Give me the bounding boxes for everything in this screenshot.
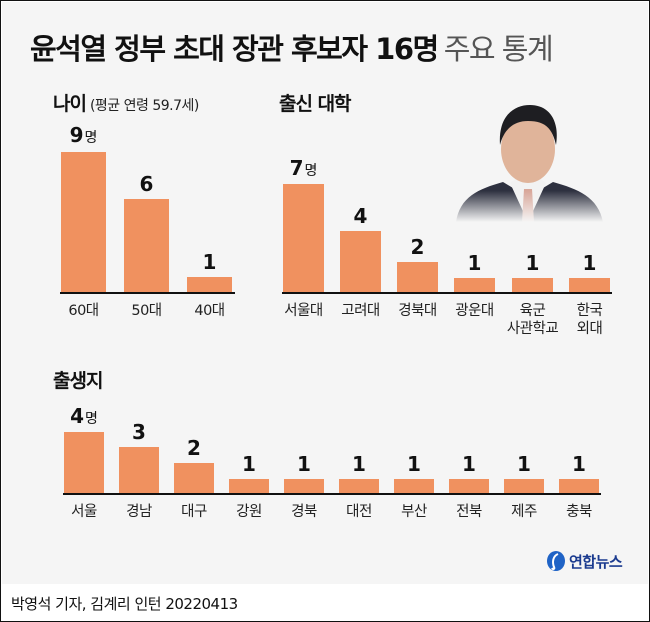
age-value-40s: 1 xyxy=(202,250,217,274)
univ-bar-hufs xyxy=(569,278,610,292)
univ-bar-korea xyxy=(340,231,381,292)
birth-label-chungbuk: 충북 xyxy=(566,504,592,520)
birth-label-gyeongbuk: 경북 xyxy=(291,504,317,520)
univ-label-kwangwoon: 광운대 xyxy=(455,303,494,319)
univ-value-hufs: 1 xyxy=(582,251,597,275)
univ-label-knu: 경북대 xyxy=(398,303,437,319)
univ-value-snu: 7명 xyxy=(289,156,318,180)
age-axis xyxy=(60,292,235,294)
age-value-60s: 9명 xyxy=(69,123,98,147)
birth-value-daegu: 2 xyxy=(187,436,201,460)
birth-label-busan: 부산 xyxy=(401,504,427,520)
univ-value-kwangwoon: 1 xyxy=(467,251,482,275)
birth-bar-jeju xyxy=(504,479,544,493)
univ-bar-snu xyxy=(283,184,324,292)
birth-bar-busan xyxy=(394,479,434,493)
birth-value-seoul: 4명 xyxy=(70,404,98,428)
univ-value-knu: 2 xyxy=(410,235,425,259)
birth-value-busan: 1 xyxy=(407,452,421,476)
yonhap-globe-icon xyxy=(547,551,565,571)
birth-value-gangwon: 1 xyxy=(242,452,256,476)
age-bar-40s xyxy=(187,277,232,292)
birth-label-jeju: 제주 xyxy=(511,504,537,520)
content-panel: 윤석열 정부 초대 장관 후보자 16명 주요 통계 나이 (평균 연령 59.7세… xyxy=(2,2,648,584)
birth-label-daegu: 대구 xyxy=(181,504,207,520)
univ-label-snu: 서울대 xyxy=(284,303,323,319)
birth-bar-gyeongbuk xyxy=(284,479,324,493)
age-label-50s: 50대 xyxy=(131,303,162,319)
title-light: 주요 통계 xyxy=(443,32,554,66)
birth-value-gyeongbuk: 1 xyxy=(297,452,311,476)
birthplace-section-title: 출생지 xyxy=(53,370,103,392)
birth-bar-daejeon xyxy=(339,479,379,493)
minister-photo xyxy=(448,97,608,222)
univ-value-korea: 4 xyxy=(353,204,368,228)
univ-value-kma: 1 xyxy=(525,251,540,275)
birth-label-gyeongnam: 경남 xyxy=(126,504,152,520)
birth-bar-jeonbuk xyxy=(449,479,489,493)
page-title: 윤석열 정부 초대 장관 후보자 16명 주요 통계 xyxy=(30,26,554,68)
birthplace-axis xyxy=(63,493,601,495)
birth-label-daejeon: 대전 xyxy=(346,504,372,520)
university-axis xyxy=(282,292,612,294)
title-bold: 윤석열 정부 초대 장관 후보자 16명 xyxy=(30,32,439,66)
birth-bar-chungbuk xyxy=(559,479,599,493)
birth-value-jeju: 1 xyxy=(517,452,531,476)
univ-label-kma: 육군 사관학교 xyxy=(506,303,559,337)
logo-text: 연합뉴스 xyxy=(569,552,623,571)
univ-bar-knu xyxy=(397,262,438,292)
birth-bar-seoul xyxy=(64,432,104,493)
birth-bar-gangwon xyxy=(229,479,269,493)
birth-label-seoul: 서울 xyxy=(71,504,97,520)
credit-line: 박영석 기자, 김계리 인턴 20220413 xyxy=(11,595,238,613)
university-section-title: 출신 대학 xyxy=(279,93,352,115)
birth-bar-gyeongnam xyxy=(119,447,159,493)
birth-label-gangwon: 강원 xyxy=(236,504,262,520)
birth-value-daejeon: 1 xyxy=(352,452,366,476)
age-value-50s: 6 xyxy=(139,172,154,196)
age-section-title: 나이 (평균 연령 59.7세) xyxy=(53,89,199,116)
birth-value-chungbuk: 1 xyxy=(572,452,586,476)
univ-bar-kwangwoon xyxy=(454,278,495,292)
age-label-40s: 40대 xyxy=(194,303,225,319)
age-bar-60s xyxy=(61,152,106,292)
birth-value-jeonbuk: 1 xyxy=(462,452,476,476)
univ-bar-kma xyxy=(512,278,553,292)
age-subtitle: (평균 연령 59.7세) xyxy=(89,98,199,114)
age-title: 나이 xyxy=(53,93,87,115)
birth-value-gyeongnam: 3 xyxy=(132,420,146,444)
univ-label-hufs: 한국 외대 xyxy=(576,303,603,337)
birth-label-jeonbuk: 전북 xyxy=(456,504,482,520)
yonhap-logo: 연합뉴스 xyxy=(546,550,623,572)
age-bar-50s xyxy=(124,199,169,292)
birth-bar-daegu xyxy=(174,463,214,493)
age-label-60s: 60대 xyxy=(68,303,99,319)
univ-label-korea: 고려대 xyxy=(341,303,380,319)
